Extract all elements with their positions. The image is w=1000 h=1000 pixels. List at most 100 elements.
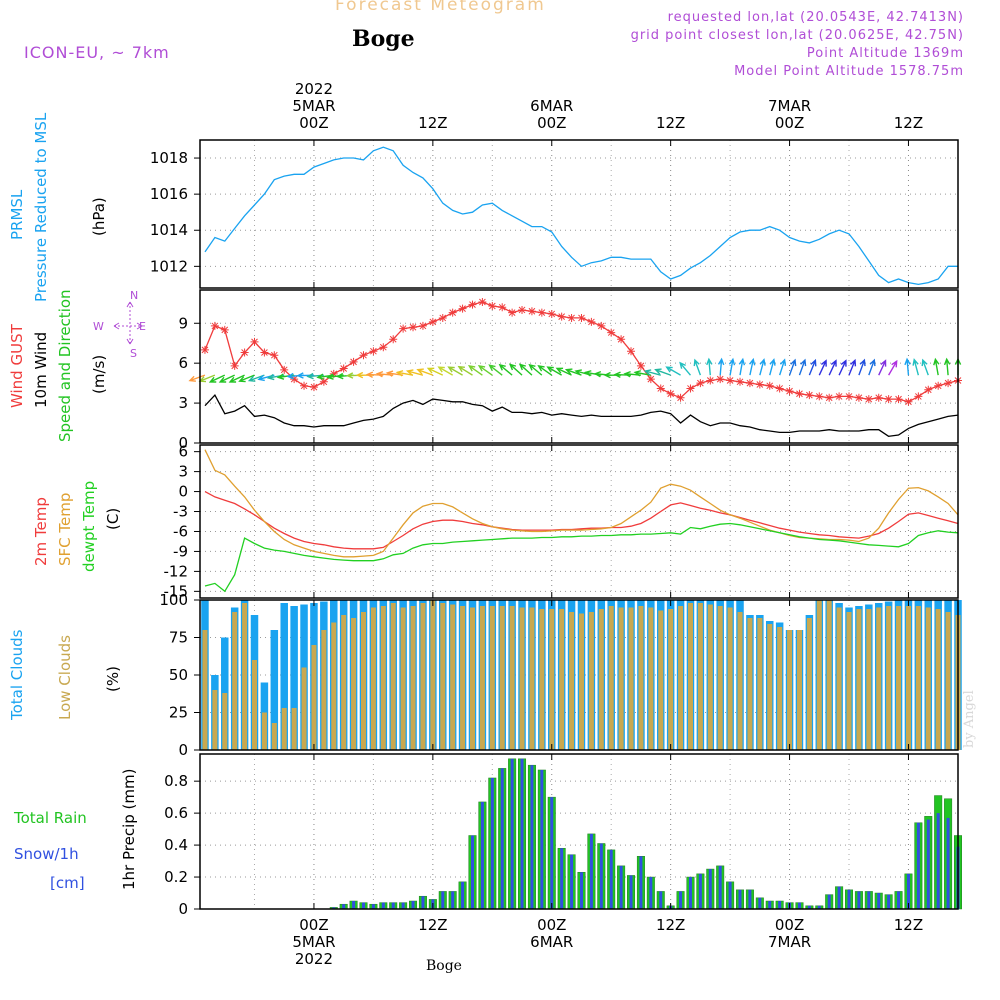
wind-direction-arrow: [912, 358, 920, 376]
panel-clouds-bar-low-clouds: [628, 607, 634, 750]
wind-direction-arrow: [693, 358, 702, 376]
wind-direction-arrow: [878, 359, 887, 376]
gust-marker: [428, 317, 437, 326]
gust-marker: [280, 365, 289, 374]
panel-temperature-ytick-label: -15: [164, 582, 189, 600]
wind-direction-arrow: [416, 368, 434, 376]
gust-marker: [200, 345, 209, 354]
panel-precip-bar-rain: [441, 891, 445, 909]
gust-marker: [458, 304, 467, 313]
panel-wind-line-10m-wind: [204, 393, 959, 437]
chart-title: Forecast Meteogram: [335, 0, 546, 15]
panel-temperature-ytick-label: -9: [173, 542, 188, 560]
wind-direction-arrow: [426, 367, 444, 376]
panel-precip-ytick-label: 0.6: [164, 804, 188, 822]
panel-temperature-line-sfc-temp: [204, 449, 959, 558]
panel-wind-ytick-label: 3: [178, 394, 188, 412]
panel-clouds-bar-low-clouds: [935, 609, 941, 750]
gust-marker: [290, 375, 299, 384]
gust-marker: [854, 393, 863, 402]
bottom-axis-label: 5MAR: [292, 933, 335, 951]
wind-direction-arrow: [778, 358, 787, 376]
wind-direction-arrow: [437, 366, 454, 376]
wind-direction-arrow: [818, 359, 827, 376]
gust-marker: [547, 309, 556, 318]
panel-clouds-bar-low-clouds: [489, 606, 495, 750]
grid-point-location: grid point closest lon,lat (20.0625E, 42…: [630, 28, 964, 43]
wind-direction-arrow: [828, 359, 837, 376]
panel-precip-bar-rain: [778, 901, 782, 909]
gust-marker: [864, 395, 873, 404]
panel-clouds-bar-low-clouds: [499, 606, 505, 750]
wind-direction-arrow: [728, 357, 736, 376]
wind-direction-arrow: [943, 357, 951, 376]
wind-direction-arrow: [467, 365, 483, 376]
panel-clouds-bar-low-clouds: [400, 607, 406, 750]
panel-precip-bar-rain: [550, 797, 554, 909]
top-axis-label: 7MAR: [768, 97, 811, 115]
gust-marker: [934, 381, 943, 390]
compass-south: S: [130, 347, 137, 360]
wind-direction-arrow: [769, 358, 776, 376]
panel-precip-bar-rain: [599, 843, 603, 909]
panel-precip-ytick-label: 0: [178, 900, 188, 918]
panel-precip-bar-rain: [926, 819, 930, 909]
panel-clouds-bar-low-clouds: [648, 607, 654, 750]
bottom-axis-label: 7MAR: [768, 933, 811, 951]
panel-wind-ytick-label: 0: [178, 434, 188, 452]
panel-precip-bar-rain: [480, 801, 484, 909]
panel-precip-bar-rain: [332, 907, 336, 909]
panel-clouds-bar-low-clouds: [608, 606, 614, 750]
gust-marker: [508, 308, 517, 317]
gust-marker: [805, 391, 814, 400]
panel-precip-bar-rain: [361, 902, 365, 909]
panel-wind-ytick-label: 6: [178, 354, 188, 372]
panel-precip-bar-rain: [579, 872, 583, 909]
panel-clouds-bar-low-clouds: [549, 609, 555, 750]
gust-marker: [716, 375, 725, 384]
panel-clouds-bar-low-clouds: [351, 618, 357, 750]
panel-clouds-bar-low-clouds: [886, 606, 892, 750]
station-name: Boge: [352, 26, 415, 52]
panel-precip-bar-rain: [391, 902, 395, 909]
top-axis-label: 12Z: [656, 114, 685, 132]
wind-direction-arrow: [933, 357, 940, 376]
gust-marker: [250, 337, 259, 346]
panel-wind-frame: [199, 289, 959, 444]
point-altitude: Point Altitude 1369m: [806, 46, 964, 61]
wind-direction-arrow: [706, 357, 713, 376]
panel-clouds-bar-low-clouds: [578, 613, 584, 750]
gust-marker: [557, 312, 566, 321]
wind-direction-arrow: [717, 357, 725, 376]
panel-precip-bar-rain: [451, 891, 455, 909]
gust-marker: [567, 313, 576, 322]
panel-temperature-ytick-label: 3: [178, 463, 188, 481]
panel-clouds-bar-low-clouds: [856, 609, 862, 750]
precip-snow-unit: [cm]: [50, 874, 85, 892]
panel-temperature-frame: [199, 444, 959, 599]
panel-clouds-bar-low-clouds: [915, 606, 921, 750]
gust-marker: [577, 313, 586, 322]
wind-direction-arrow: [457, 365, 473, 376]
panel-precip-bar-rain: [342, 904, 346, 909]
panel-temperature-bg: [200, 445, 958, 598]
wind-direction-arrow: [508, 363, 523, 376]
gust-marker: [498, 303, 507, 312]
wind-direction-arrow: [238, 374, 255, 383]
gust-marker: [884, 395, 893, 404]
gust-marker: [666, 389, 675, 398]
model-point-altitude: Model Point Altitude 1578.75m: [734, 64, 964, 79]
panel-precip-bar-rain: [768, 901, 772, 909]
model-label: ICON-EU, ~ 7km: [24, 43, 170, 62]
wind-direction-arrow: [546, 366, 563, 376]
panel-precip-bar-rain: [946, 817, 950, 909]
compass-arrows: [113, 301, 143, 345]
panel-precip-bar-rain: [748, 889, 752, 909]
gust-marker: [646, 375, 655, 384]
panel-precip-bar-rain: [649, 877, 653, 909]
panel-precip-bar-rain: [540, 769, 544, 909]
wind-direction-arrow: [498, 363, 513, 376]
gust-marker: [775, 384, 784, 393]
panel-precip-bar-rain: [352, 901, 356, 909]
